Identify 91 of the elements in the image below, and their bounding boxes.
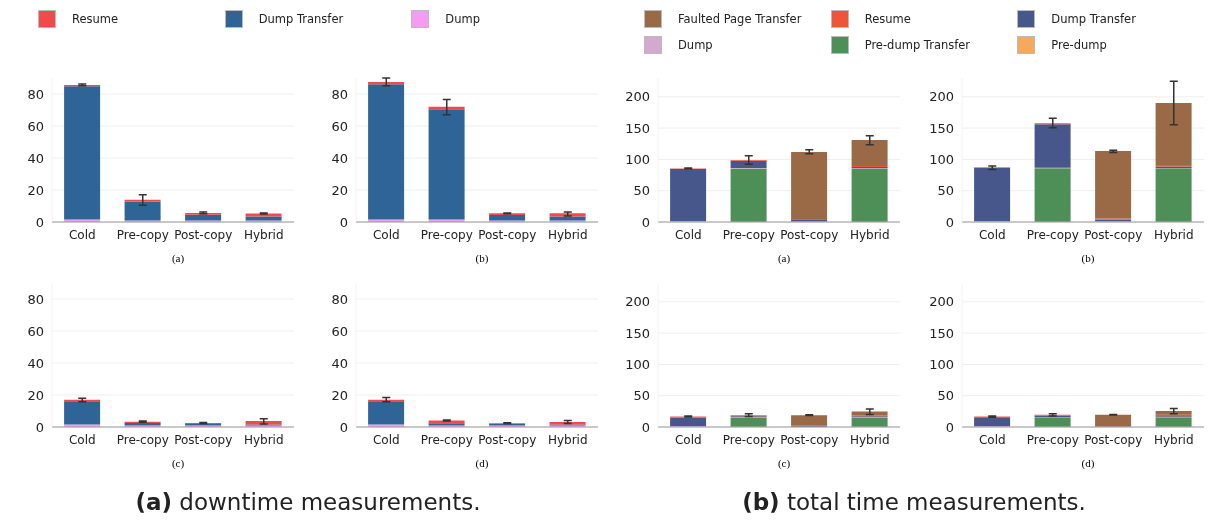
x-tick-label: Cold <box>68 227 96 242</box>
x-tick-label: Post-copy <box>1084 227 1143 242</box>
y-tick-label: 40 <box>331 355 348 371</box>
x-tick-label: Pre-copy <box>722 432 775 447</box>
y-tick-label: 50 <box>633 388 650 404</box>
x-tick-label: Cold <box>68 432 96 447</box>
x-tick-label: Cold <box>372 227 400 242</box>
y-tick-label: 60 <box>27 118 44 134</box>
y-tick-label: 20 <box>331 387 348 403</box>
legend-label: Resume <box>72 12 119 26</box>
y-tick-label: 50 <box>937 183 954 199</box>
x-tick-label: Hybrid <box>243 227 284 242</box>
x-tick-label: Hybrid <box>547 227 588 242</box>
y-tick-label: 0 <box>339 419 348 435</box>
x-tick-label: Pre-copy <box>1026 227 1079 242</box>
x-tick-label: Cold <box>372 432 400 447</box>
x-tick-label: Hybrid <box>547 432 588 447</box>
x-tick-label: Post-copy <box>478 432 537 447</box>
y-tick-label: 100 <box>929 152 954 168</box>
x-tick-label: Post-copy <box>174 227 233 242</box>
x-tick-label: Post-copy <box>478 227 537 242</box>
legend-label: Pre-dump <box>1051 38 1107 52</box>
y-tick-label: 200 <box>929 89 954 105</box>
y-tick-label: 100 <box>929 357 954 373</box>
x-axis-title: (c) <box>170 457 186 469</box>
y-tick-label: 0 <box>641 214 650 230</box>
y-tick-label: 100 <box>625 357 650 373</box>
legend-label: Dump <box>445 12 480 26</box>
y-tick-label: 200 <box>929 294 954 310</box>
y-tick-label: 50 <box>937 388 954 404</box>
x-axis-title: (a) <box>776 252 792 264</box>
x-tick-label: Hybrid <box>1153 227 1194 242</box>
x-tick-label: Cold <box>674 432 702 447</box>
x-tick-label: Cold <box>978 432 1006 447</box>
x-tick-label: Hybrid <box>1153 432 1194 447</box>
x-axis-title: (d) <box>474 457 490 469</box>
y-tick-label: 50 <box>633 183 650 199</box>
y-tick-label: 0 <box>945 419 954 435</box>
y-tick-label: 0 <box>339 214 348 230</box>
y-tick-label: 150 <box>625 120 650 136</box>
y-tick-label: 20 <box>27 182 44 198</box>
y-tick-label: 40 <box>27 355 44 371</box>
y-tick-label: 0 <box>641 419 650 435</box>
x-tick-label: Cold <box>674 227 702 242</box>
text: (b) total time measurements. <box>741 489 1087 515</box>
x-tick-label: Pre-copy <box>116 227 169 242</box>
x-tick-label: Cold <box>978 227 1006 242</box>
x-tick-label: Post-copy <box>1084 432 1143 447</box>
x-tick-label: Pre-copy <box>420 432 473 447</box>
y-tick-label: 150 <box>929 120 954 136</box>
legend-label: Pre-dump Transfer <box>864 38 971 52</box>
x-tick-label: Post-copy <box>780 432 839 447</box>
y-tick-label: 150 <box>625 325 650 341</box>
text: (a) downtime measurements. <box>134 489 482 515</box>
legend-label: Dump Transfer <box>258 12 344 26</box>
x-axis-title: (b) <box>1080 252 1096 264</box>
x-axis-title: (c) <box>776 457 792 469</box>
y-tick-label: 0 <box>945 214 954 230</box>
y-tick-label: 200 <box>625 294 650 310</box>
y-tick-label: 60 <box>331 323 348 339</box>
y-tick-label: 60 <box>331 118 348 134</box>
y-tick-label: 20 <box>331 182 348 198</box>
x-tick-label: Hybrid <box>849 432 890 447</box>
x-tick-label: Post-copy <box>174 432 233 447</box>
y-tick-label: 80 <box>331 86 348 102</box>
x-axis-title: (d) <box>1080 457 1096 469</box>
x-tick-label: Hybrid <box>243 432 284 447</box>
y-tick-label: 80 <box>27 86 44 102</box>
x-tick-label: Pre-copy <box>722 227 775 242</box>
y-tick-label: 0 <box>35 214 44 230</box>
x-tick-label: Pre-copy <box>420 227 473 242</box>
legend-label: Faulted Page Transfer <box>678 12 802 26</box>
y-tick-label: 80 <box>331 291 348 307</box>
y-tick-label: 200 <box>625 89 650 105</box>
x-axis-title: (a) <box>170 252 186 264</box>
y-tick-label: 40 <box>331 150 348 166</box>
legend-label: Dump Transfer <box>1051 12 1136 26</box>
y-tick-label: 80 <box>27 291 44 307</box>
x-tick-label: Post-copy <box>780 227 839 242</box>
x-tick-label: Hybrid <box>849 227 890 242</box>
x-axis-title: (b) <box>474 252 490 264</box>
y-tick-label: 60 <box>27 323 44 339</box>
y-tick-label: 40 <box>27 150 44 166</box>
legend-label: Resume <box>864 12 911 26</box>
y-tick-label: 20 <box>27 387 44 403</box>
x-tick-label: Pre-copy <box>116 432 169 447</box>
x-tick-label: Pre-copy <box>1026 432 1079 447</box>
legend-label: Dump <box>678 38 713 52</box>
y-tick-label: 100 <box>625 152 650 168</box>
y-tick-label: 150 <box>929 325 954 341</box>
y-tick-label: 0 <box>35 419 44 435</box>
